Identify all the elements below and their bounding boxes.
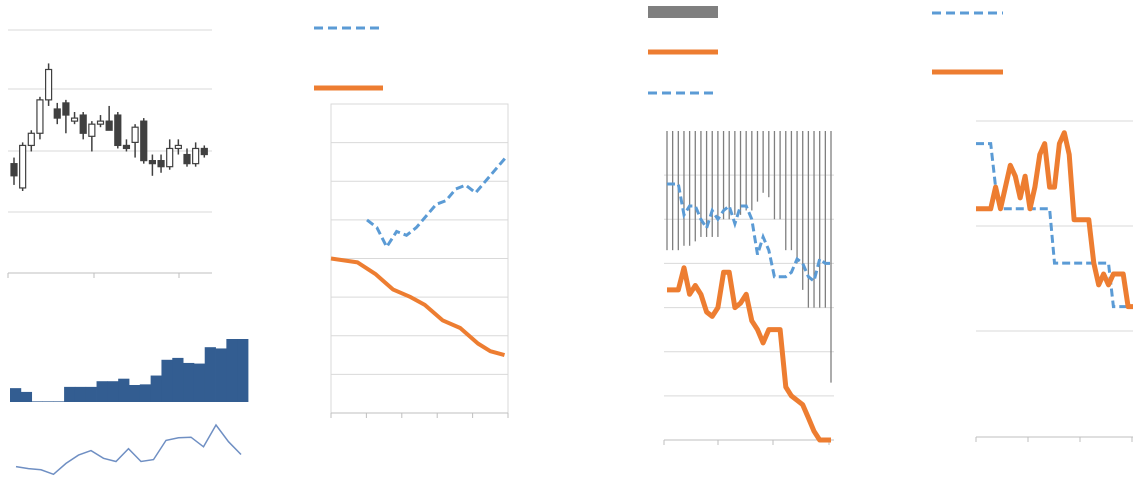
bar: [172, 357, 184, 402]
bar: [204, 347, 216, 402]
bar: [31, 401, 43, 402]
bar: [64, 386, 76, 402]
candle-body: [62, 102, 70, 116]
candle-body: [79, 114, 87, 134]
candle-body: [88, 123, 96, 137]
candle-body: [36, 99, 44, 134]
bar: [139, 384, 152, 402]
candle-body: [166, 147, 174, 168]
candle-body: [10, 163, 18, 177]
bar: [226, 339, 238, 402]
step-line-chart: [975, 120, 1133, 442]
bar: [20, 391, 33, 402]
series-line: [15, 423, 242, 476]
candle-body: [122, 144, 131, 150]
candle-body: [19, 144, 27, 189]
bar-chart: [10, 339, 249, 402]
legend: [648, 6, 718, 95]
candle-body: [200, 147, 208, 156]
series-line-dashed: [366, 157, 507, 250]
bar: [150, 375, 162, 402]
candle-body: [192, 147, 200, 165]
bar: [183, 362, 195, 402]
candle-body: [53, 108, 61, 119]
legend: [932, 11, 1003, 75]
candle-body: [114, 114, 122, 147]
two-line-chart: [330, 103, 509, 418]
bar: [10, 388, 22, 402]
series-line-dashed: [976, 142, 1133, 309]
candle-body: [157, 160, 165, 168]
legend: [314, 26, 383, 91]
candle-body: [183, 153, 191, 165]
series-line-dashed: [667, 182, 831, 284]
candle-body: [70, 117, 79, 122]
bar: [215, 348, 227, 402]
bar: [96, 381, 108, 402]
candle-body: [148, 160, 156, 165]
candle-body: [131, 126, 139, 143]
series-line-solid: [667, 265, 831, 443]
candlestick-chart: [7, 29, 212, 278]
bar: [237, 339, 249, 402]
bar: [193, 363, 206, 402]
candle-body: [140, 120, 148, 162]
bar: [42, 401, 54, 402]
bar: [129, 384, 141, 402]
hilo-line-chart: [663, 131, 834, 445]
sparkline-chart: [15, 423, 242, 476]
bar: [53, 401, 65, 402]
bar: [107, 381, 119, 402]
series-line-solid: [976, 130, 1133, 310]
candle-body: [105, 120, 113, 131]
candle-body: [174, 144, 182, 150]
candle-body: [44, 68, 53, 101]
bar: [85, 386, 97, 402]
series-line-solid: [330, 256, 506, 358]
bar: [118, 378, 130, 402]
legend-swatch-bar: [648, 6, 718, 18]
bar: [74, 386, 87, 402]
candle-body: [27, 132, 35, 147]
candle-body: [96, 120, 105, 125]
bar: [161, 359, 173, 402]
